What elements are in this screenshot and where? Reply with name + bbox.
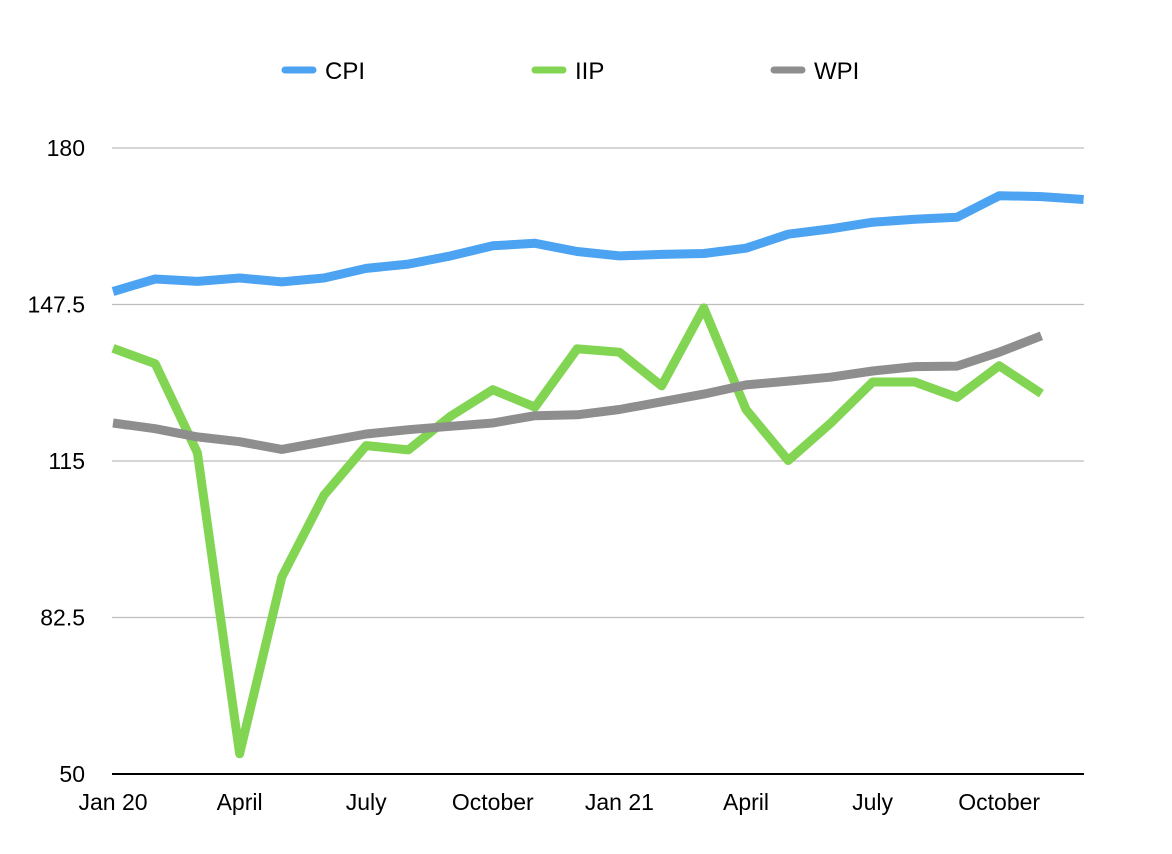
legend-label-cpi: CPI (325, 58, 365, 85)
series-line-iip (111, 303, 1044, 759)
x-axis: Jan 20 April July October Jan 21 April July Oct… (78, 773, 1084, 815)
y-tick-label-115: 115 (48, 448, 85, 474)
legend-label-wpi: WPI (814, 58, 859, 85)
y-tick-label-50: 50 (59, 761, 85, 787)
y-tick-label-147-5: 147.5 (27, 292, 85, 318)
chart-series (111, 191, 1084, 759)
x-tick-label-july-2: July (346, 789, 387, 815)
legend-label-iip: IIP (575, 58, 604, 85)
x-tick-label-october-3: October (452, 789, 534, 815)
x-tick-label-april-1: April (217, 789, 263, 815)
series-line-cpi (111, 191, 1084, 296)
x-tick-label-july-6: July (852, 789, 893, 815)
x-tick-label-april-5: April (723, 789, 769, 815)
x-tick-label-jan-21-4: Jan 21 (585, 789, 654, 815)
series-line-wpi (112, 331, 1044, 454)
y-tick-label-180: 180 (47, 135, 85, 161)
x-tick-label-jan-20-0: Jan 20 (78, 789, 147, 815)
y-tick-label-82-5: 82.5 (40, 605, 85, 631)
y-axis: 50 82.5 115 147.5 180 (27, 135, 85, 787)
x-tick-label-october-7: October (958, 789, 1040, 815)
chart-legend: CPI IIP WPI (281, 58, 859, 85)
